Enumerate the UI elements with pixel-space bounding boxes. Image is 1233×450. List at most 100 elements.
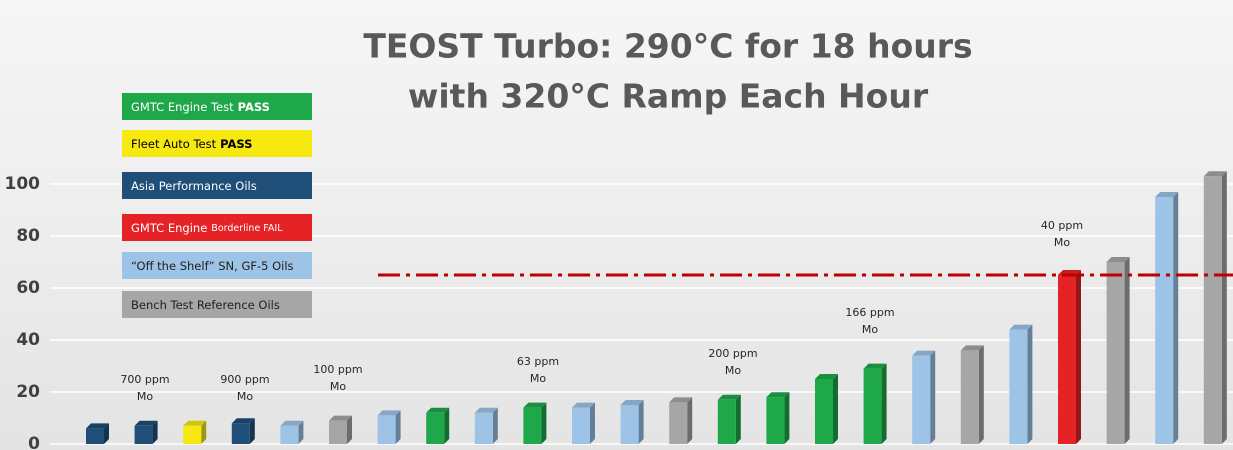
bar: [280, 420, 304, 444]
annotation: Mo: [1054, 236, 1070, 249]
bar-side: [590, 402, 595, 444]
annotation: 166 ppm: [845, 306, 894, 319]
y-tick-label: 0: [28, 434, 40, 450]
bar-front: [474, 412, 493, 444]
bar: [426, 407, 450, 444]
bar-side: [104, 423, 109, 444]
bar-side: [395, 410, 401, 444]
bar: [329, 415, 352, 444]
bar-side: [1076, 270, 1081, 444]
y-tick-label: 40: [16, 330, 40, 350]
legend-label: Fleet Auto Test PASS: [131, 137, 252, 151]
annotation: 40 ppm: [1041, 219, 1083, 232]
bar-top: [183, 420, 207, 426]
bar-front: [669, 402, 688, 444]
bar: [1009, 324, 1033, 444]
bar-top: [474, 407, 498, 413]
bar-side: [1027, 324, 1033, 444]
legend-label: GMTC Engine Test PASS: [131, 100, 270, 114]
bar-side: [784, 392, 790, 444]
legend-swatch: [122, 130, 312, 157]
bar-front: [329, 420, 347, 444]
bar-side: [347, 415, 352, 444]
bar-top: [1155, 192, 1179, 197]
annotation: Mo: [530, 372, 546, 385]
annotation: Mo: [862, 323, 878, 336]
annotation: Mo: [330, 380, 346, 393]
bar-front: [960, 350, 979, 444]
bar-top: [863, 363, 887, 369]
bar-side: [687, 397, 693, 444]
bar-front: [1203, 176, 1222, 444]
legend-text: GMTC Engine Test: [131, 100, 234, 114]
bar: [231, 418, 255, 444]
legend-text: “Off the Shelf” SN, GF-5 Oils: [131, 259, 294, 273]
legend-label: “Off the Shelf” SN, GF-5 Oils: [131, 259, 294, 273]
bar: [669, 397, 693, 444]
bar-front: [523, 407, 542, 444]
bar-side: [1173, 192, 1179, 444]
bar-side: [978, 345, 984, 444]
bar-front: [86, 428, 104, 444]
legend-text: Asia Performance Oils: [131, 179, 257, 193]
legend-label: Bench Test Reference Oils: [131, 298, 280, 312]
bar-front: [912, 355, 931, 444]
bar-side: [930, 350, 936, 444]
bar: [620, 400, 644, 444]
bar-top: [960, 345, 984, 351]
y-tick-label: 60: [16, 278, 40, 298]
bar-front: [1155, 197, 1174, 444]
bar-side: [541, 402, 547, 444]
bar-side: [638, 400, 644, 444]
y-tick-label: 20: [16, 382, 40, 402]
bar-side: [735, 394, 741, 444]
bar-top: [1009, 324, 1033, 330]
bar-top: [134, 420, 158, 426]
y-tick-label: 100: [5, 174, 41, 194]
legend-label: Asia Performance Oils: [131, 179, 257, 193]
legend-swatch: [122, 214, 312, 241]
bar-side: [152, 420, 158, 444]
bar: [572, 402, 595, 444]
bar: [912, 350, 936, 444]
bar-top: [1203, 171, 1227, 177]
bar-front: [620, 405, 639, 444]
bar-front: [572, 407, 590, 444]
bar: [815, 374, 838, 444]
legend-swatch: [122, 252, 312, 279]
bar-top: [1106, 257, 1130, 262]
bar-top: [766, 392, 790, 398]
bar-top: [912, 350, 936, 356]
bar-top: [231, 418, 255, 424]
bar-front: [1058, 275, 1076, 444]
bar: [183, 420, 207, 444]
bar: [717, 394, 741, 444]
annotation: 700 ppm: [120, 373, 169, 386]
bar-front: [766, 397, 785, 444]
bar: [474, 407, 498, 444]
legend-swatch: [122, 291, 312, 318]
bar-front: [815, 379, 833, 444]
bar: [523, 402, 547, 444]
bar: [1203, 171, 1227, 444]
bar: [863, 363, 887, 444]
bar-top: [523, 402, 547, 408]
bar-top: [86, 423, 109, 429]
legend-text: GMTC Engine: [131, 221, 207, 235]
y-tick-label: 80: [16, 226, 40, 246]
bar: [766, 392, 790, 444]
annotation: Mo: [237, 390, 253, 403]
annotation: 100 ppm: [313, 363, 362, 376]
bar-front: [134, 425, 153, 444]
legend-emph: Borderline FAIL: [211, 223, 283, 234]
bar: [1155, 192, 1179, 444]
legend-emph: PASS: [220, 137, 252, 151]
bar-top: [572, 402, 595, 408]
legend-swatch: [122, 172, 312, 199]
bar-front: [1106, 262, 1125, 444]
bar-front: [1009, 329, 1028, 444]
chart-title: with 320°C Ramp Each Hour: [408, 77, 929, 116]
bar-top: [377, 410, 401, 416]
legend-text: Bench Test Reference Oils: [131, 298, 280, 312]
bar-top: [815, 374, 838, 379]
